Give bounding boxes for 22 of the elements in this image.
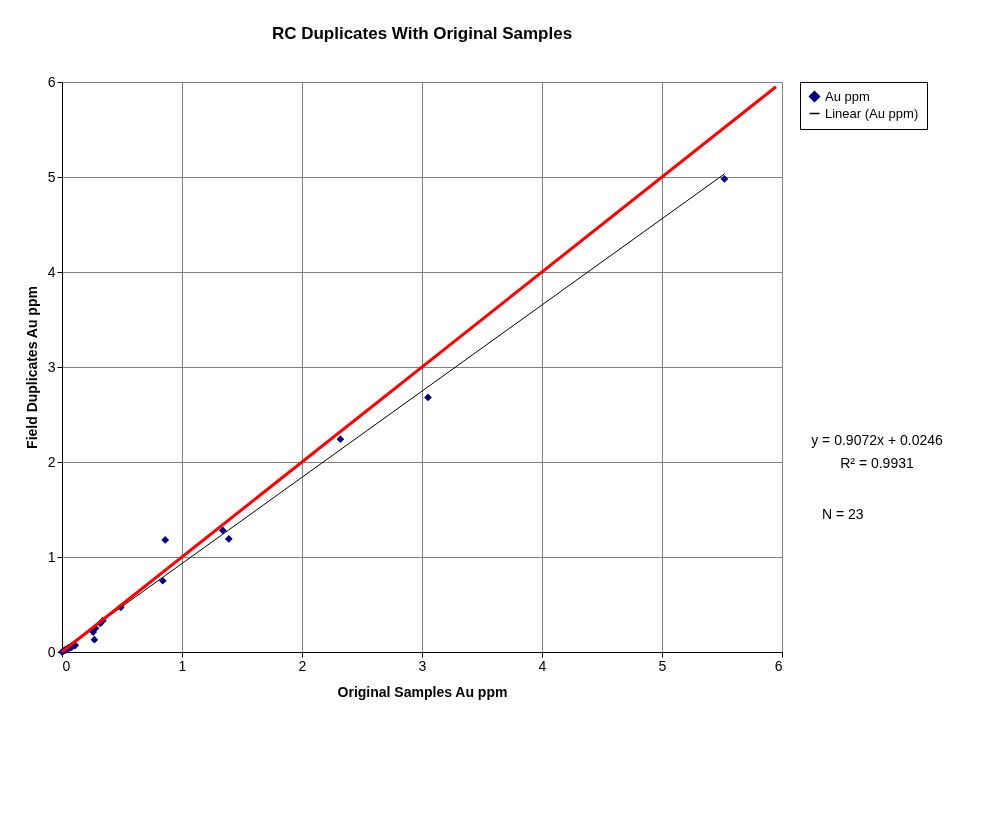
x-tick-label: 4	[538, 657, 547, 674]
text: N = 23	[822, 506, 864, 523]
legend-label: Au ppm	[825, 88, 870, 104]
x-tick-label: 6	[774, 657, 783, 674]
y-tick-label: 4	[47, 263, 56, 280]
x-axis-title: Original Samples Au ppm	[337, 683, 508, 700]
text: R² = 0.9931	[840, 454, 914, 471]
y-tick-label: 5	[47, 168, 56, 185]
y-tick-label: 3	[47, 358, 56, 375]
x-tick-label: 1	[178, 657, 187, 674]
y-tick-label: 0	[47, 643, 56, 660]
x-tick-label: 5	[658, 657, 667, 674]
x-tick-label: 0	[62, 657, 71, 674]
legend-label: Linear (Au ppm)	[825, 105, 919, 121]
x-tick-label: 3	[418, 657, 427, 674]
y-tick-label: 1	[47, 548, 56, 565]
x-tick-label: 2	[298, 657, 307, 674]
text: y = 0.9072x + 0.0246	[811, 432, 943, 449]
y-tick-label: 6	[47, 73, 56, 90]
y-axis-title: Field Duplicates Au ppm	[23, 286, 40, 449]
chart-title: RC Duplicates With Original Samples	[271, 24, 573, 43]
y-tick-label: 2	[47, 453, 56, 470]
